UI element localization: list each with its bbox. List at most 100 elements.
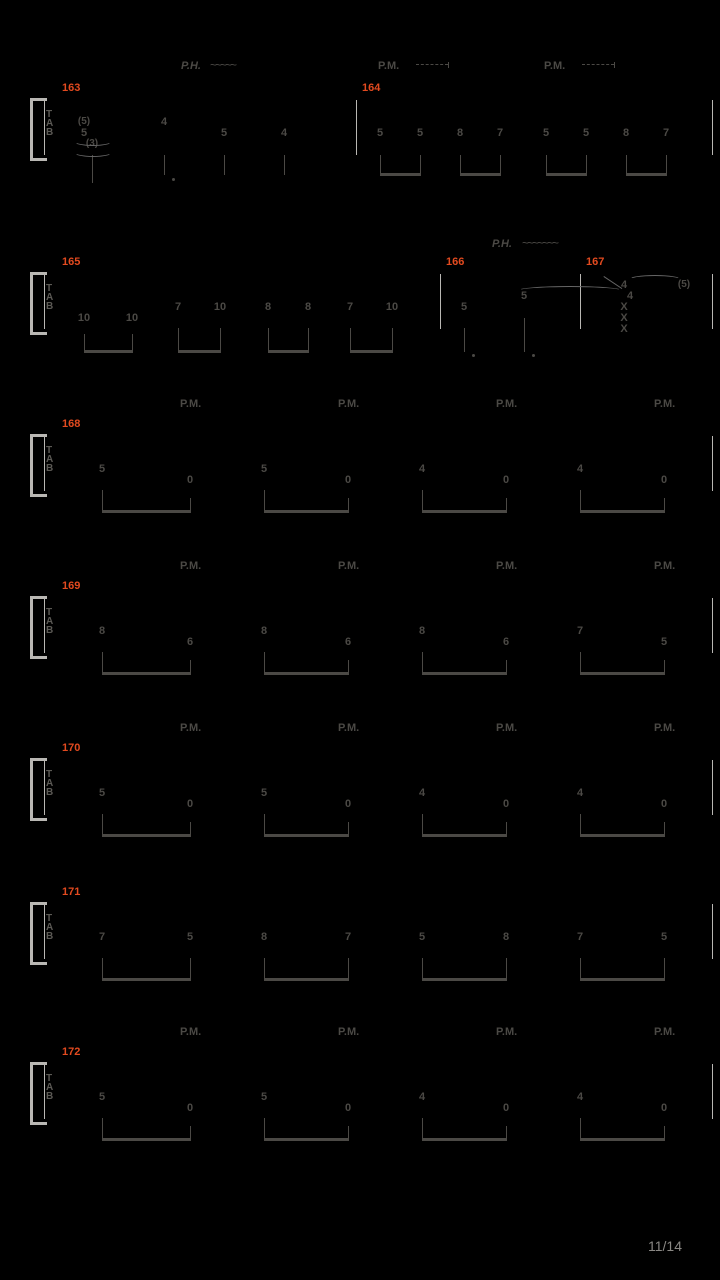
fret-number: 0 [502,798,510,810]
beam [580,1138,665,1141]
staff: TAB170P.M.P.M.P.M.P.M.50504040 [24,760,692,845]
duration-dot [172,178,175,181]
fret-number: 0 [660,798,668,810]
beam [268,350,309,353]
fret-number: 7 [576,931,584,943]
barline [44,100,45,155]
fret-number: 8 [502,931,510,943]
staff: TAB165166167P.H.~~~~~~~1010710887105544X… [24,274,692,359]
note-stem [664,958,665,980]
note-stem [420,155,421,175]
fret-number: 5 [660,931,668,943]
beam [460,173,501,176]
page-number: 11/14 [648,1238,682,1254]
tab-label: TAB [46,770,53,797]
staff: TAB169P.M.P.M.P.M.P.M.86868675 [24,598,692,683]
fret-number: 4 [418,1091,426,1103]
note-stem [546,155,547,175]
beam [264,510,349,513]
note-stem [460,155,461,175]
note-stem [586,155,587,175]
fret-number: (5) [77,116,91,127]
staff: TAB172P.M.P.M.P.M.P.M.50504040 [24,1064,692,1149]
beam [580,834,665,837]
fret-number: 10 [385,301,399,313]
fret-number: 6 [502,636,510,648]
palm-mute-label: P.M. [378,60,399,72]
beam [422,978,507,981]
note-stem [580,652,581,674]
fret-number: 4 [576,463,584,475]
fret-number: 5 [542,127,550,139]
palm-mute-label: P.M. [180,722,201,734]
fret-number: 5 [582,127,590,139]
beam [422,1138,507,1141]
beam [102,834,191,837]
beam [580,510,665,513]
vibrato-wavy: ~~~~~~~ [522,236,557,250]
beam [546,173,587,176]
beam [422,510,507,513]
note-stem [102,652,103,674]
fret-number: 10 [77,312,91,324]
fret-number: 4 [576,787,584,799]
fret-number: 5 [186,931,194,943]
note-stem [102,958,103,980]
note-stem [506,958,507,980]
tab-label: TAB [46,446,53,473]
fret-number: 5 [98,463,106,475]
fret-number: 8 [264,301,272,313]
note-stem [264,814,265,836]
note-stem [422,652,423,674]
bar-number: 172 [62,1046,80,1058]
fret-number: 7 [344,931,352,943]
pinch-harmonic-label: P.H. [492,238,512,250]
fret-number: 0 [186,474,194,486]
fret-number: 4 [576,1091,584,1103]
barline [712,760,713,815]
note-stem [264,1118,265,1140]
note-stem [264,490,265,512]
palm-mute-label: P.M. [654,560,675,572]
tie [74,137,112,146]
fret-number: 8 [456,127,464,139]
fret-number: 7 [346,301,354,313]
note-stem [268,328,269,352]
barline [44,598,45,653]
beam [264,1138,349,1141]
note-stem [524,318,525,352]
vibrato-wavy: ~~~~~ [210,58,235,72]
fret-number: 4 [280,127,288,139]
fret-number: 10 [125,312,139,324]
barline [440,274,441,329]
palm-mute-label: P.M. [654,722,675,734]
note-stem [178,328,179,352]
beam [380,173,421,176]
bar-number: 170 [62,742,80,754]
note-stem [102,814,103,836]
barline [44,436,45,491]
tab-label: TAB [46,608,53,635]
note-stem [164,155,165,175]
beam [264,672,349,675]
palm-mute-label: P.M. [496,722,517,734]
fret-number: 0 [344,1102,352,1114]
fret-number: 0 [186,1102,194,1114]
note-stem [190,958,191,980]
fret-number: 5 [660,636,668,648]
palm-mute-label: P.M. [496,1026,517,1038]
fret-number: 5 [260,463,268,475]
palm-mute-extent [416,64,448,66]
duration-dot [532,354,535,357]
beam [178,350,221,353]
fret-number: 7 [98,931,106,943]
fret-number: 5 [460,301,468,313]
note-stem [580,958,581,980]
note-stem [500,155,501,175]
note-stem [264,652,265,674]
barline [712,100,713,155]
palm-mute-label: P.M. [338,398,359,410]
fret-number: 8 [418,625,426,637]
note-stem [464,328,465,352]
note-stem [422,1118,423,1140]
